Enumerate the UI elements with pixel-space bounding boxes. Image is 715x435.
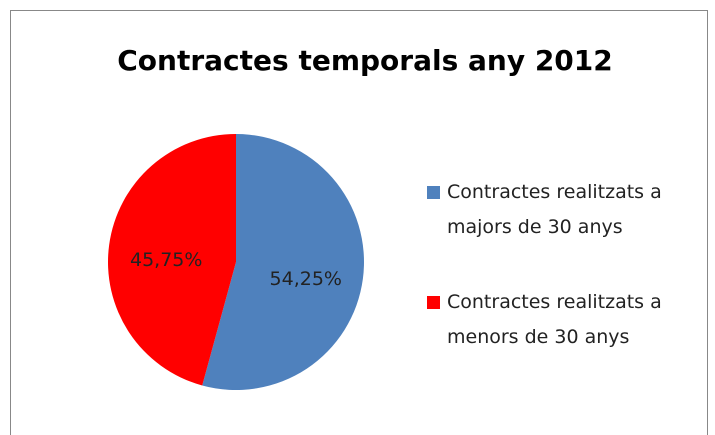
data-label: 54,25% bbox=[270, 268, 342, 290]
data-label: 45,75% bbox=[130, 249, 202, 271]
chart-title: Contractes temporals any 2012 bbox=[117, 44, 613, 77]
pie-slice bbox=[202, 134, 364, 390]
legend-swatch bbox=[427, 296, 440, 309]
legend-label: Contractes realitzats a menors de 30 any… bbox=[447, 291, 662, 348]
legend-swatch bbox=[427, 186, 440, 199]
pie-slice bbox=[108, 134, 236, 386]
legend-label: Contractes realitzats a majors de 30 any… bbox=[447, 181, 662, 238]
